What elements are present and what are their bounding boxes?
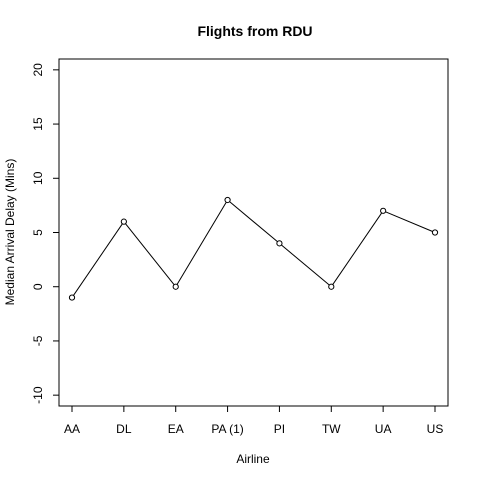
x-tick-label: PA (1) bbox=[211, 422, 243, 436]
data-point bbox=[380, 207, 387, 214]
series-line-segment bbox=[229, 201, 278, 243]
y-tick-label: 5 bbox=[31, 229, 45, 236]
x-tick-label: DL bbox=[116, 422, 132, 436]
series-line-segment bbox=[332, 212, 383, 285]
data-point bbox=[172, 283, 179, 290]
y-axis-label: Median Arrival Delay (Mins) bbox=[3, 159, 17, 306]
x-tick-label: UA bbox=[375, 422, 392, 436]
x-tick-label: AA bbox=[64, 422, 80, 436]
data-point bbox=[328, 283, 335, 290]
series-line-segment bbox=[73, 223, 123, 296]
x-tick-label: PI bbox=[274, 422, 285, 436]
x-axis: AA DL EA PA (1) PI TW UA US bbox=[64, 405, 444, 436]
y-tick-label: 15 bbox=[31, 117, 45, 131]
series-group bbox=[68, 196, 439, 301]
data-point bbox=[276, 240, 283, 247]
x-tick-label: EA bbox=[168, 422, 184, 436]
series-line-segment bbox=[176, 201, 227, 285]
data-point bbox=[120, 218, 127, 225]
chart-title: Flights from RDU bbox=[197, 23, 312, 39]
data-point bbox=[224, 196, 231, 204]
x-tick-label: US bbox=[427, 422, 444, 436]
x-tick-label: TW bbox=[322, 422, 341, 436]
y-axis: -10 -5 0 5 10 15 20 bbox=[31, 63, 60, 404]
y-tick-label: 0 bbox=[31, 283, 45, 290]
series-line-segment bbox=[125, 223, 175, 285]
x-axis-label: Airline bbox=[236, 452, 270, 466]
plot-frame bbox=[58, 58, 449, 407]
series-line-segment bbox=[281, 244, 330, 286]
data-point bbox=[431, 229, 439, 236]
y-tick-label: -5 bbox=[31, 335, 45, 346]
y-tick-label: -10 bbox=[31, 386, 45, 404]
series-line-segment bbox=[385, 211, 433, 232]
y-tick-label: 10 bbox=[31, 171, 45, 185]
data-point bbox=[68, 294, 76, 301]
y-tick-label: 20 bbox=[31, 63, 45, 77]
